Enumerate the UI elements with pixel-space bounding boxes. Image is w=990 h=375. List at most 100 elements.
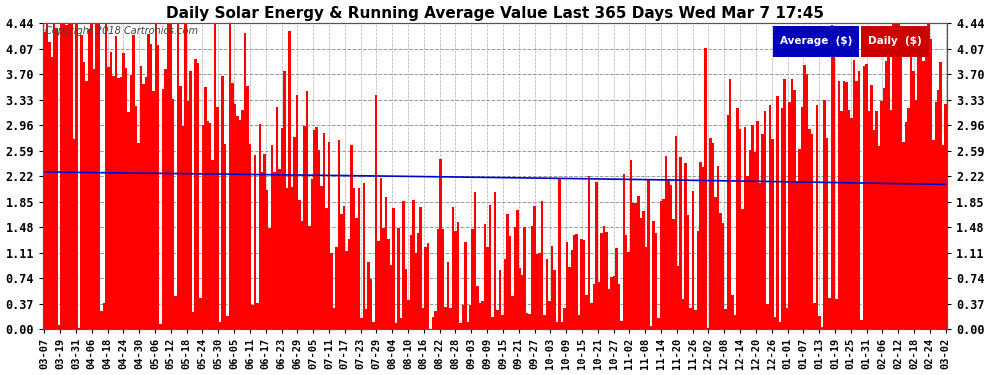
Bar	[865, 64, 867, 329]
Bar	[154, 23, 157, 329]
Bar	[679, 157, 682, 329]
Bar	[727, 115, 729, 329]
Bar	[375, 95, 377, 329]
Bar	[128, 112, 130, 329]
Bar	[382, 228, 385, 329]
Bar	[247, 86, 248, 329]
Bar	[189, 71, 192, 329]
Bar	[714, 197, 717, 329]
Bar	[811, 134, 813, 329]
Bar	[605, 231, 608, 329]
Bar	[662, 198, 664, 329]
Bar	[407, 300, 410, 329]
Bar	[855, 81, 857, 329]
Bar	[298, 200, 301, 329]
Bar	[560, 322, 563, 329]
Bar	[922, 61, 925, 329]
Bar	[85, 81, 88, 329]
Bar	[440, 159, 442, 329]
Bar	[50, 57, 53, 329]
Bar	[53, 23, 55, 329]
Bar	[103, 303, 105, 329]
Bar	[890, 110, 892, 329]
Bar	[709, 138, 712, 329]
Bar	[177, 23, 179, 329]
Bar	[519, 268, 521, 329]
Bar	[303, 126, 306, 329]
Bar	[633, 202, 635, 329]
Bar	[732, 295, 734, 329]
Bar	[664, 156, 667, 329]
Bar	[370, 279, 372, 329]
Bar	[494, 192, 496, 329]
Bar	[707, 328, 709, 329]
Bar	[333, 308, 336, 329]
Bar	[593, 284, 595, 329]
Bar	[657, 318, 659, 329]
Bar	[944, 104, 946, 329]
Bar	[925, 46, 927, 329]
Bar	[179, 86, 182, 329]
Bar	[667, 179, 669, 329]
Bar	[793, 90, 796, 329]
Bar	[506, 214, 509, 329]
Bar	[90, 23, 93, 329]
Bar	[831, 25, 833, 329]
Bar	[313, 130, 316, 329]
Bar	[743, 128, 746, 329]
Bar	[875, 111, 877, 329]
Bar	[229, 23, 232, 329]
Bar	[184, 23, 187, 329]
Bar	[392, 207, 395, 329]
Bar	[937, 90, 940, 329]
Bar	[157, 45, 159, 329]
Bar	[258, 124, 261, 329]
Bar	[367, 262, 370, 329]
Bar	[712, 143, 714, 329]
Bar	[643, 211, 644, 329]
Bar	[590, 303, 593, 329]
Bar	[108, 68, 110, 329]
Bar	[425, 247, 427, 329]
Bar	[207, 121, 209, 329]
Bar	[838, 81, 841, 329]
Bar	[801, 107, 803, 329]
Bar	[58, 326, 60, 329]
Text: Copyright 2018 Cartronics.com: Copyright 2018 Cartronics.com	[45, 26, 198, 36]
Bar	[897, 23, 900, 329]
Bar	[550, 246, 553, 329]
Bar	[474, 192, 476, 329]
Bar	[644, 247, 647, 329]
Bar	[469, 305, 471, 329]
Bar	[187, 101, 189, 329]
Bar	[669, 185, 672, 329]
Bar	[638, 196, 640, 329]
Bar	[234, 104, 237, 329]
Bar	[405, 269, 407, 329]
Bar	[192, 312, 194, 329]
Bar	[833, 50, 836, 329]
Bar	[729, 78, 732, 329]
Bar	[796, 182, 798, 329]
Bar	[791, 78, 793, 329]
Bar	[182, 126, 184, 329]
Bar	[343, 206, 346, 329]
Bar	[380, 177, 382, 329]
Bar	[328, 142, 331, 329]
Bar	[138, 143, 140, 329]
Bar	[346, 251, 347, 329]
Bar	[387, 238, 390, 329]
Bar	[256, 303, 258, 329]
Bar	[202, 125, 204, 329]
Bar	[73, 139, 75, 329]
Bar	[63, 23, 65, 329]
Bar	[446, 261, 449, 329]
Bar	[842, 81, 845, 329]
Bar	[456, 222, 459, 329]
Bar	[501, 315, 504, 329]
Bar	[524, 226, 526, 329]
Bar	[159, 324, 162, 329]
Bar	[232, 83, 234, 329]
Bar	[555, 322, 558, 329]
Bar	[608, 288, 610, 329]
